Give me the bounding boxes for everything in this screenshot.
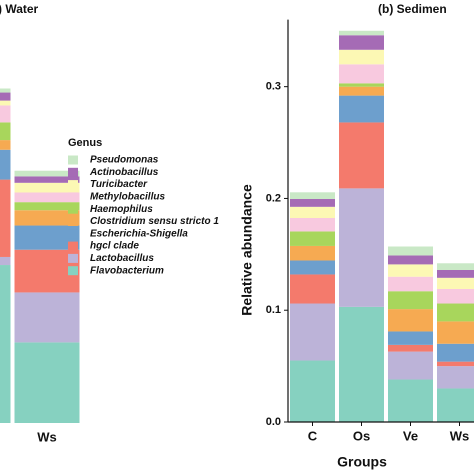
y-tick-label: 0.2: [266, 192, 281, 204]
bar-segment: [437, 303, 474, 322]
legend-label: Actinobacillus: [89, 167, 159, 178]
bar-segment: [437, 277, 474, 289]
bar-segment: [388, 264, 433, 277]
legend-label: Haemophilus: [90, 204, 153, 215]
bar-segment: [339, 86, 384, 96]
bar-segment: [388, 331, 433, 345]
bar-segment: [0, 92, 11, 101]
bar-segment: [339, 122, 384, 189]
y-tick-label: 0.0: [266, 416, 281, 428]
bar-segment: [0, 140, 11, 150]
bar-segment: [388, 351, 433, 380]
x-tick-label: C: [308, 428, 318, 443]
legend-swatch: [68, 180, 78, 190]
y-tick-label: 0.3: [266, 81, 281, 93]
bar-segment: [290, 260, 335, 275]
legend-label: Escherichia-Shigella: [90, 228, 188, 239]
bar-segment: [388, 379, 433, 422]
legend-swatch: [68, 155, 78, 165]
bar-segment: [437, 343, 474, 362]
legend-swatch: [68, 204, 78, 214]
bar-segment: [437, 366, 474, 389]
bar-segment: [0, 105, 11, 123]
legend-swatch: [68, 167, 78, 177]
bar-segment: [0, 265, 11, 423]
bar-segment: [290, 192, 335, 200]
legend-swatch: [68, 217, 78, 226]
bar-segment: [339, 49, 384, 65]
bar-segment: [14, 202, 80, 211]
legend-title: Genus: [68, 137, 102, 149]
bar-segment: [339, 64, 384, 84]
x-tick-label: Os: [353, 428, 370, 443]
y-tick-label: 0.1: [266, 304, 281, 316]
bar-segment: [290, 199, 335, 207]
bar-segment: [339, 35, 384, 50]
bar-segment: [0, 149, 11, 180]
x-tick-label: Ws: [450, 428, 470, 443]
bar-segment: [388, 309, 433, 332]
legend-label: hgcl clade: [90, 241, 139, 252]
bar-segment: [388, 255, 433, 265]
bar-segment: [437, 263, 474, 270]
panel-title: (b) Sedimen: [378, 2, 447, 16]
bar-segment: [14, 210, 80, 226]
x-axis-title: Groups: [337, 454, 387, 470]
bar-segment: [290, 303, 335, 361]
legend-label: Flavobacterium: [90, 265, 164, 276]
bar-segment: [437, 361, 474, 367]
x-tick-label: Ws: [37, 429, 57, 444]
bar-segment: [339, 188, 384, 307]
bar-segment: [0, 100, 11, 106]
bar-segment: [339, 95, 384, 123]
bar-segment: [290, 218, 335, 232]
legend-swatch: [68, 229, 78, 239]
bar-segment: [14, 342, 80, 423]
bar-segment: [339, 83, 384, 87]
bar-segment: [290, 245, 335, 261]
bar-segment: [14, 170, 80, 177]
bar-segment: [437, 288, 474, 304]
legend-label: Lactobacillus: [90, 253, 154, 264]
legend-swatch: [68, 192, 78, 202]
legend-label: Methylobacillus: [90, 192, 165, 203]
bar-segment: [388, 276, 433, 292]
bar-segment: [388, 246, 433, 256]
bar-segment: [339, 30, 384, 36]
bar-segment: [388, 344, 433, 352]
bar-segment: [339, 306, 384, 422]
bar-segment: [14, 176, 80, 183]
bar-segment: [290, 206, 335, 219]
legend-swatch: [68, 241, 78, 251]
legend-label: Pseudomonas: [90, 155, 159, 166]
bar-segment: [14, 192, 80, 203]
bar-segment: [290, 231, 335, 246]
bar-segment: [0, 256, 11, 266]
legend-swatch: [68, 266, 78, 276]
y-axis-title: Relative abundance: [239, 184, 255, 316]
bar-segment: [0, 88, 11, 93]
bar-segment: [290, 360, 335, 422]
bar-segment: [14, 182, 80, 193]
panel-title: ) Water: [0, 2, 39, 16]
bar-segment: [14, 292, 80, 343]
bar-segment: [437, 388, 474, 422]
legend-label: Clostridium sensu stricto 1: [90, 216, 219, 227]
bar-segment: [290, 274, 335, 304]
legend-swatch: [68, 253, 78, 263]
bar-segment: [0, 122, 11, 141]
legend-label: Turicibacter: [90, 179, 148, 190]
bar-segment: [437, 269, 474, 278]
bar-segment: [0, 179, 11, 257]
bar-segment: [437, 321, 474, 344]
x-tick-label: Ve: [403, 428, 418, 443]
bar-segment: [388, 291, 433, 310]
